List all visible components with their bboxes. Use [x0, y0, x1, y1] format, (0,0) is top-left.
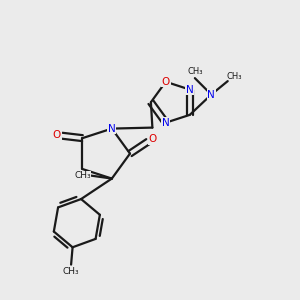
Text: O: O [53, 130, 61, 140]
Text: N: N [162, 118, 169, 128]
Text: N: N [186, 85, 194, 94]
Text: CH₃: CH₃ [74, 171, 91, 180]
Text: CH₃: CH₃ [226, 72, 242, 81]
Text: N: N [207, 90, 215, 100]
Text: CH₃: CH₃ [187, 67, 202, 76]
Text: O: O [148, 134, 157, 144]
Text: N: N [108, 124, 116, 134]
Text: CH₃: CH₃ [63, 267, 80, 276]
Text: O: O [162, 77, 170, 87]
